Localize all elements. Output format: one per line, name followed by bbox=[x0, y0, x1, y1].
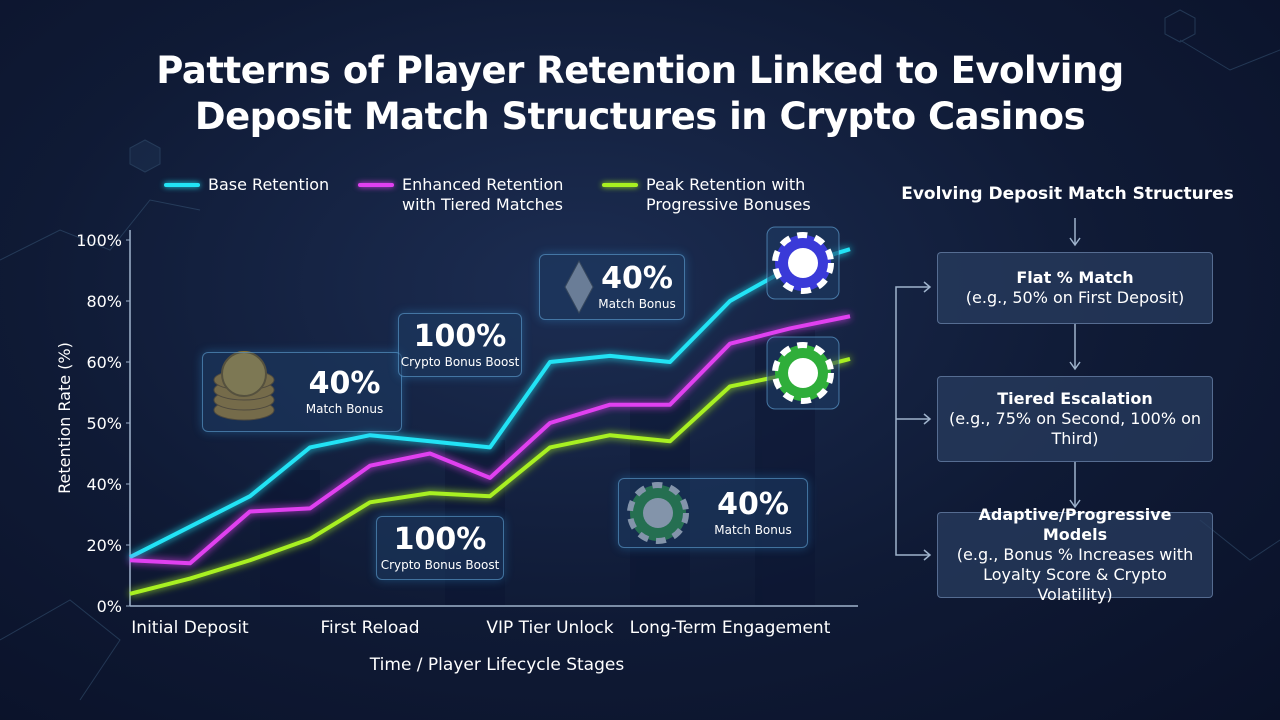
y-axis-title: Retention Rate (%) bbox=[55, 342, 74, 494]
flow-box-body: (e.g., 50% on First Deposit) bbox=[965, 288, 1185, 307]
legend-label: Enhanced Retention with Tiered Matches bbox=[402, 175, 564, 214]
legend-swatch bbox=[164, 183, 200, 187]
y-tick-label: 80% bbox=[86, 292, 122, 311]
callout-text: Match Bonus bbox=[305, 402, 384, 416]
flow-box-title: Flat % Match bbox=[1016, 268, 1134, 287]
chip-icon bbox=[788, 358, 818, 388]
legend-swatch bbox=[602, 183, 638, 187]
callout: 40% Match Bonus bbox=[618, 478, 808, 548]
x-tick-label: Long-Term Engagement bbox=[630, 618, 831, 638]
callout-text: Match Bonus bbox=[714, 523, 792, 537]
x-tick-label: Initial Deposit bbox=[131, 618, 249, 638]
flow-box: Flat % Match (e.g., 50% on First Deposit) bbox=[937, 252, 1213, 324]
callout-text: Crypto Bonus Boost bbox=[380, 558, 500, 572]
flow-box-body: (e.g., 75% on Second, 100% on Third) bbox=[948, 409, 1202, 448]
legend-swatch bbox=[358, 183, 394, 187]
callout-value: 40% bbox=[308, 366, 381, 401]
flow-box-title: Tiered Escalation bbox=[997, 389, 1153, 408]
x-tick-label: VIP Tier Unlock bbox=[486, 618, 613, 638]
x-tick-label: First Reload bbox=[320, 618, 419, 638]
y-tick-label: 60% bbox=[86, 353, 122, 372]
flow-box-body: (e.g., Bonus % Increases with Loyalty Sc… bbox=[956, 545, 1194, 604]
series-line bbox=[129, 247, 851, 559]
y-tick-label: 0% bbox=[97, 597, 122, 616]
callout: 100% Crypto Bonus Boost bbox=[376, 516, 504, 580]
flow-title: Evolving Deposit Match Structures bbox=[901, 184, 1234, 204]
series-line bbox=[129, 357, 851, 596]
y-tick-label: 40% bbox=[86, 475, 122, 494]
flow-connectors bbox=[895, 218, 1081, 561]
chip-icon bbox=[788, 248, 818, 278]
x-axis-title: Time / Player Lifecycle Stages bbox=[369, 655, 625, 675]
callout-text: Match Bonus bbox=[598, 297, 676, 311]
callout: 40% Match Bonus bbox=[202, 352, 402, 432]
callout: 40% Match Bonus bbox=[539, 254, 685, 320]
y-tick-label: 100% bbox=[76, 231, 122, 250]
legend-item: Enhanced Retention with Tiered Matches bbox=[358, 175, 602, 215]
flow-box: Adaptive/Progressive Models (e.g., Bonus … bbox=[937, 505, 1213, 604]
callout-value: 100% bbox=[393, 522, 487, 557]
title: Patterns of Player Retention Linked to E… bbox=[156, 49, 1124, 138]
legend-item: Base Retention bbox=[164, 175, 398, 195]
callout-value: 40% bbox=[717, 487, 789, 522]
legend-label: Base Retention bbox=[208, 175, 330, 194]
background-network bbox=[0, 9, 1280, 701]
flow-box: Tiered Escalation (e.g., 75% on Second, 1… bbox=[937, 376, 1213, 462]
flow-box-title: Adaptive/Progressive Models bbox=[978, 505, 1172, 544]
y-tick-label: 50% bbox=[86, 414, 122, 433]
callout: 100% Crypto Bonus Boost bbox=[398, 313, 522, 377]
callout-value: 40% bbox=[601, 261, 673, 296]
callout-text: Crypto Bonus Boost bbox=[400, 355, 520, 369]
y-tick-label: 20% bbox=[86, 536, 122, 555]
legend-label: Peak Retention with Progressive Bonuses bbox=[646, 175, 811, 214]
legend-item: Peak Retention with Progressive Bonuses bbox=[602, 175, 876, 215]
series-line bbox=[129, 314, 851, 566]
callout-value: 100% bbox=[413, 319, 507, 354]
